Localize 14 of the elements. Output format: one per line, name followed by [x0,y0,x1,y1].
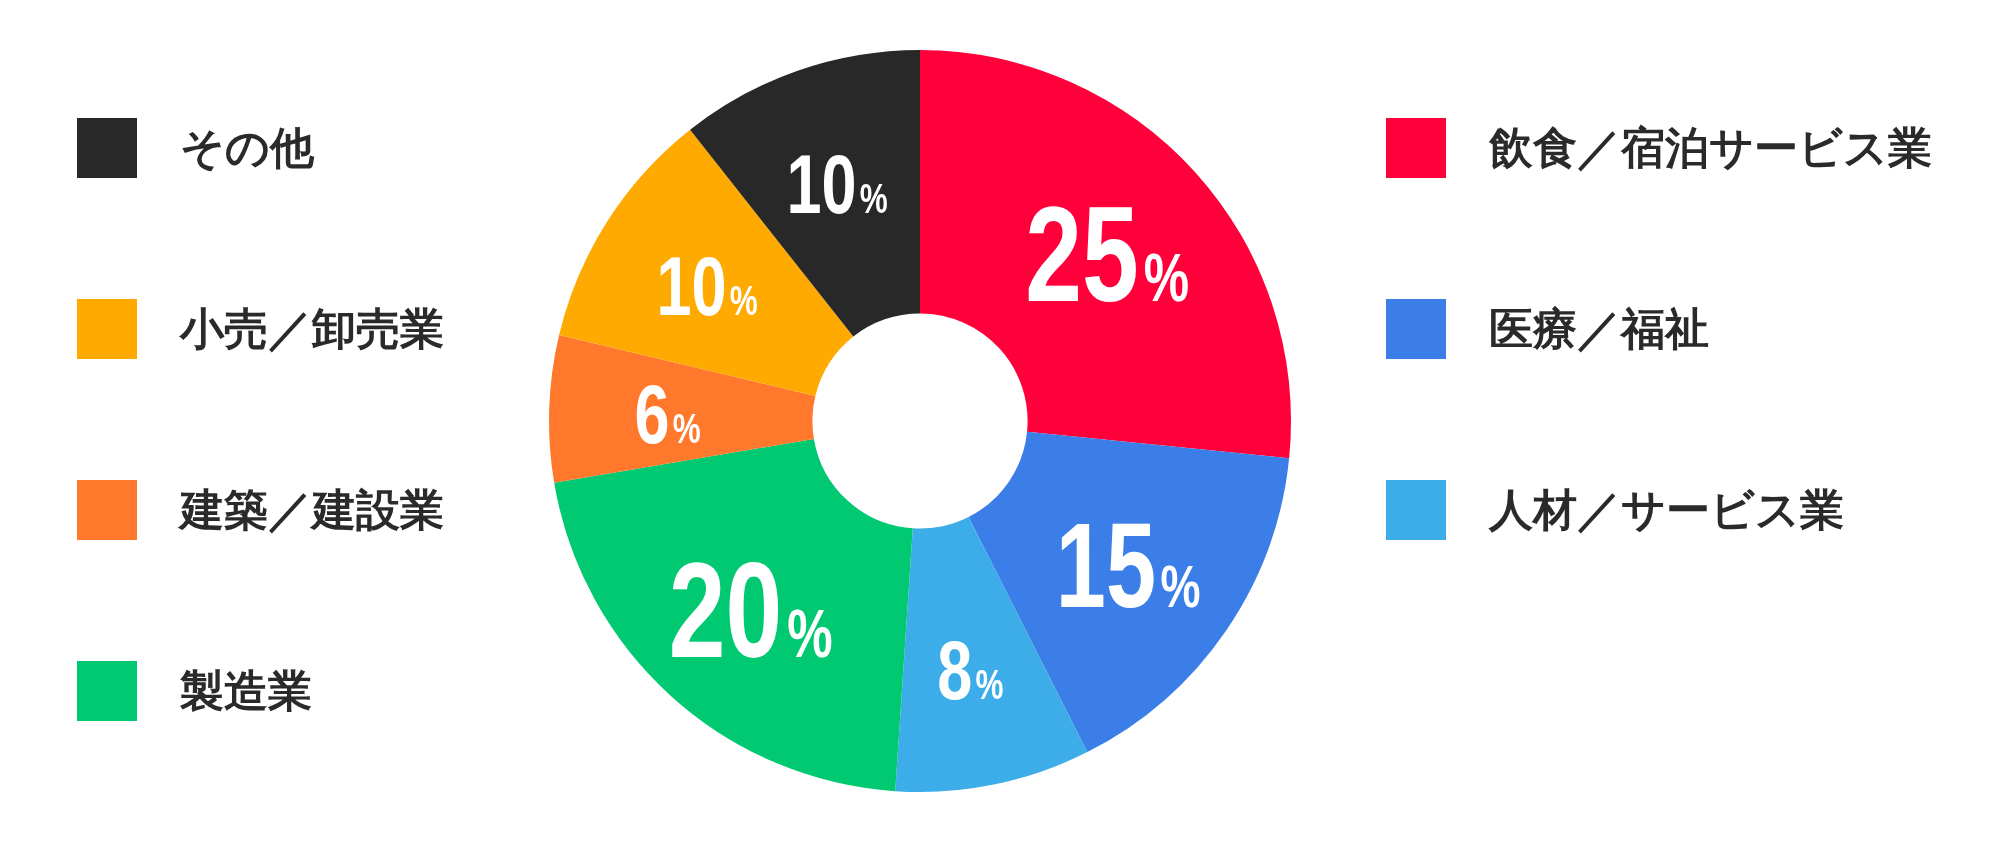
legend-label: 建築／建設業 [180,483,444,537]
data-label: 10% [786,136,888,231]
legend-label: 医療／福祉 [1489,302,1709,356]
legend-label: その他 [180,121,314,175]
data-label: 6% [634,367,701,461]
data-label: 15% [1055,498,1201,632]
data-label: 25% [1025,177,1190,329]
legend-label: 人材／サービス業 [1489,483,1844,537]
legend-label: 飲食／宿泊サービス業 [1489,121,1932,175]
legend-label: 製造業 [180,664,312,718]
data-label: 10% [656,239,758,334]
data-label: 8% [937,622,1004,717]
data-label: 20% [668,533,833,686]
legend-label: 小売／卸売業 [180,302,444,356]
